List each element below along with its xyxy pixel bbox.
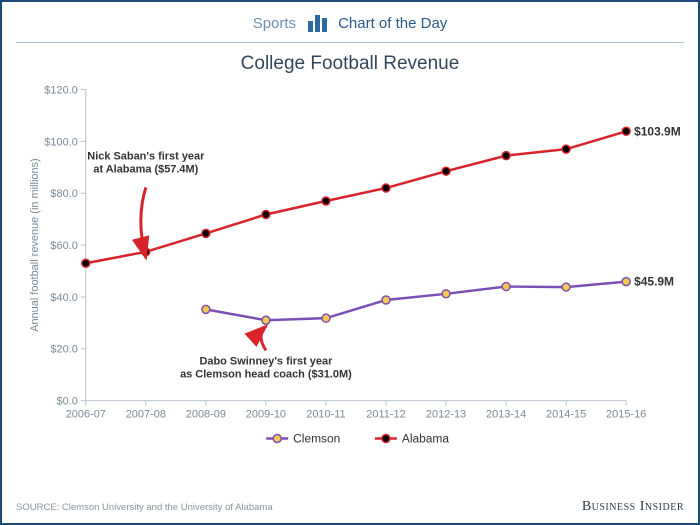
y-axis-title: Annual football revenue (in millions) bbox=[29, 158, 41, 332]
header-cotd-label: Chart of the Day bbox=[338, 15, 447, 32]
series-marker bbox=[562, 283, 570, 291]
header-bar: Sports Chart of the Day bbox=[16, 12, 684, 40]
header-divider bbox=[16, 42, 684, 43]
chart-card: Sports Chart of the Day College Football… bbox=[0, 0, 700, 525]
legend: Clemson Alabama bbox=[266, 431, 449, 445]
bar-logo-icon bbox=[306, 12, 328, 34]
svg-text:$100.0: $100.0 bbox=[44, 136, 78, 148]
series-end-label-clemson: $45.9M bbox=[634, 275, 674, 289]
svg-text:2015-16: 2015-16 bbox=[606, 409, 646, 421]
svg-text:Alabama: Alabama bbox=[402, 431, 450, 445]
source-text: SOURCE: Clemson University and the Unive… bbox=[16, 502, 273, 513]
svg-text:at Alabama ($57.4M): at Alabama ($57.4M) bbox=[93, 163, 198, 175]
chart-plot-area: $0.0 $20.0 $40.0 $60.0 $80.0 $100.0 $120.0 Annu… bbox=[16, 79, 684, 459]
svg-text:$20.0: $20.0 bbox=[50, 344, 77, 356]
series-marker bbox=[622, 278, 630, 286]
series-marker bbox=[262, 316, 270, 324]
svg-text:$60.0: $60.0 bbox=[50, 240, 77, 252]
svg-text:2008-09: 2008-09 bbox=[186, 409, 226, 421]
series-marker bbox=[382, 184, 390, 192]
series-marker bbox=[202, 229, 210, 237]
series-end-label-alabama: $103.9M bbox=[634, 124, 681, 138]
series-marker bbox=[82, 259, 90, 267]
annotation: Dabo Swinney's first yearas Clemson head… bbox=[180, 326, 352, 380]
series-marker bbox=[202, 305, 210, 313]
svg-text:2010-11: 2010-11 bbox=[306, 409, 345, 421]
svg-text:2006-07: 2006-07 bbox=[66, 409, 106, 421]
series-marker bbox=[502, 152, 510, 160]
series-marker bbox=[442, 290, 450, 298]
svg-text:$40.0: $40.0 bbox=[50, 292, 77, 304]
series-marker bbox=[322, 197, 330, 205]
chart-title: College Football Revenue bbox=[16, 53, 684, 75]
brand-label: Business Insider bbox=[582, 499, 684, 515]
svg-text:2013-14: 2013-14 bbox=[486, 409, 526, 421]
svg-text:Dabo Swinney's first year: Dabo Swinney's first year bbox=[199, 355, 333, 367]
svg-text:$80.0: $80.0 bbox=[50, 188, 77, 200]
svg-text:2009-10: 2009-10 bbox=[246, 409, 286, 421]
header-sports-label: Sports bbox=[253, 15, 296, 32]
svg-text:$120.0: $120.0 bbox=[44, 85, 78, 97]
svg-text:Nick Saban's first year: Nick Saban's first year bbox=[87, 151, 205, 163]
y-axis: $0.0 $20.0 $40.0 $60.0 $80.0 $100.0 $120.0 bbox=[44, 85, 85, 408]
series-marker bbox=[442, 167, 450, 175]
svg-text:2014-15: 2014-15 bbox=[546, 409, 586, 421]
series-marker bbox=[562, 145, 570, 153]
series-marker bbox=[262, 210, 270, 218]
series-marker bbox=[502, 283, 510, 291]
series-marker bbox=[382, 296, 390, 304]
annotation: Nick Saban's first yearat Alabama ($57.4… bbox=[87, 151, 205, 258]
svg-text:as Clemson head coach ($31.0M): as Clemson head coach ($31.0M) bbox=[180, 368, 352, 380]
series-marker bbox=[322, 314, 330, 322]
svg-text:2007-08: 2007-08 bbox=[126, 409, 166, 421]
svg-text:Clemson: Clemson bbox=[293, 431, 340, 445]
series-marker bbox=[622, 127, 630, 135]
svg-text:2011-12: 2011-12 bbox=[366, 409, 405, 421]
chart-svg: $0.0 $20.0 $40.0 $60.0 $80.0 $100.0 $120.0 Annu… bbox=[16, 79, 684, 459]
x-axis: 2006-07 2007-08 2008-09 2009-10 2010-11 2011-… bbox=[66, 401, 647, 421]
svg-text:$0.0: $0.0 bbox=[56, 396, 77, 408]
svg-text:2012-13: 2012-13 bbox=[426, 409, 466, 421]
